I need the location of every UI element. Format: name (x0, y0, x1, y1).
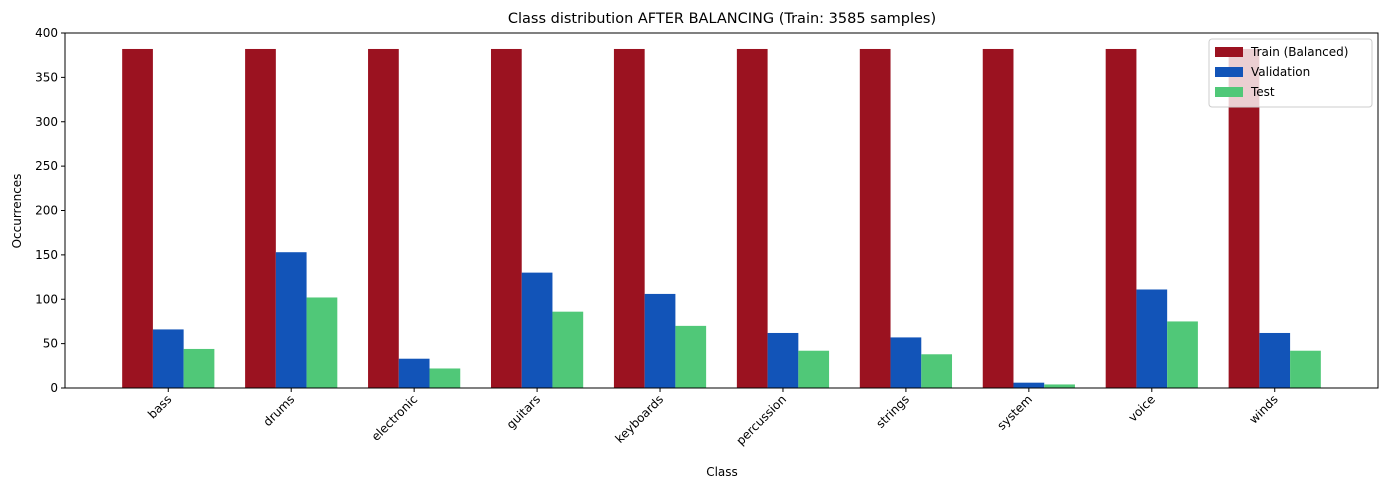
x-axis-label: Class (706, 465, 738, 479)
bar-train-balanced-percussion (736, 48, 768, 388)
legend-label: Train (Balanced) (1250, 45, 1348, 59)
y-tick-label: 150 (35, 248, 58, 262)
legend: Train (Balanced) Validation Test (1208, 38, 1373, 108)
bar-test-drums (306, 297, 338, 388)
y-tick-label: 350 (35, 70, 58, 84)
bar-validation-winds (1259, 332, 1291, 388)
bar-train-balanced-system (982, 48, 1014, 388)
x-tick-label-electronic: electronic (369, 392, 421, 444)
x-tick-label-bass: bass (145, 392, 174, 421)
bar-test-system (1044, 384, 1075, 388)
legend-label: Test (1250, 85, 1275, 99)
bar-train-balanced-voice (1105, 48, 1137, 388)
x-tick-label-winds: winds (1246, 392, 1280, 426)
bar-validation-voice (1136, 289, 1168, 388)
bar-test-guitars (552, 311, 584, 388)
legend-swatch (1215, 67, 1243, 77)
x-tick-label-voice: voice (1126, 392, 1158, 424)
bar-train-balanced-keyboards (613, 48, 645, 388)
chart-title: Class distribution AFTER BALANCING (Trai… (508, 11, 936, 27)
x-tick-label-strings: strings (873, 392, 912, 431)
x-tick-label-keyboards: keyboards (612, 392, 666, 446)
x-tick-label-system: system (994, 392, 1035, 433)
bar-validation-guitars (521, 272, 553, 388)
y-tick-label: 400 (35, 26, 58, 40)
y-axis-label: Occurrences (10, 174, 24, 249)
bar-validation-bass (152, 329, 184, 388)
bar-test-percussion (798, 350, 830, 388)
bar-test-strings (921, 354, 953, 388)
y-tick-label: 300 (35, 115, 58, 129)
bar-test-electronic (429, 368, 461, 388)
y-tick-label: 200 (35, 204, 58, 218)
legend-box (1208, 38, 1373, 108)
bar-train-balanced-guitars (490, 48, 522, 388)
bars-layer (122, 48, 1321, 388)
bar-validation-keyboards (644, 293, 676, 388)
legend-swatch (1215, 47, 1243, 57)
x-tick-label-guitars: guitars (504, 392, 543, 431)
y-tick-label: 0 (50, 381, 58, 395)
bar-train-balanced-bass (122, 48, 153, 388)
bar-validation-strings (890, 337, 922, 388)
bar-test-bass (183, 348, 215, 388)
y-tick-label: 50 (43, 337, 58, 351)
bar-train-balanced-strings (859, 48, 891, 388)
legend-swatch (1215, 87, 1243, 97)
bar-validation-electronic (398, 358, 430, 388)
bar-test-voice (1167, 321, 1198, 388)
bar-train-balanced-electronic (368, 48, 399, 388)
bar-train-balanced-drums (245, 48, 276, 388)
bar-test-winds (1290, 350, 1321, 388)
x-tick-label-drums: drums (260, 392, 297, 429)
bar-test-keyboards (675, 325, 707, 388)
y-tick-label: 100 (35, 292, 58, 306)
bar-validation-percussion (767, 332, 799, 388)
bar-validation-drums (275, 252, 307, 388)
bar-validation-system (1013, 382, 1045, 388)
legend-label: Validation (1251, 65, 1310, 79)
y-tick-label: 250 (35, 159, 58, 173)
x-tick-label-percussion: percussion (733, 392, 789, 448)
